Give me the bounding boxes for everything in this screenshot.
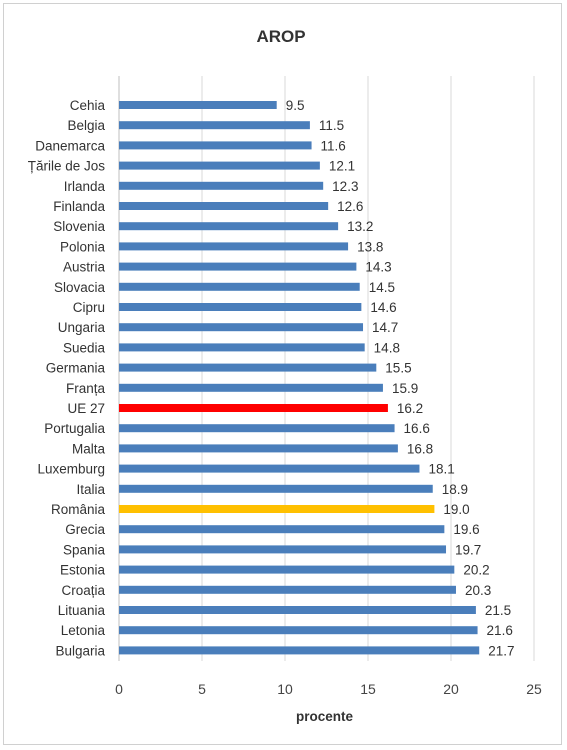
bar (119, 626, 478, 635)
value-label: 20.3 (465, 583, 491, 598)
value-label: 13.2 (347, 219, 373, 234)
category-label: România (51, 502, 106, 517)
bar (119, 404, 388, 412)
value-label: 14.3 (365, 260, 391, 275)
value-label: 14.7 (372, 320, 398, 335)
value-label: 21.7 (488, 643, 514, 658)
value-label: 11.5 (319, 118, 344, 133)
category-label: Franța (66, 381, 106, 396)
value-label: 13.8 (357, 239, 383, 254)
category-label: Estonia (60, 563, 106, 578)
x-tick-label: 25 (526, 681, 542, 697)
value-labels: 9.5 11.5 11.6 12.1 12.3 12.6 13.2 13.8 14.3 14.5 1… (286, 98, 515, 658)
category-label: Austria (63, 260, 106, 275)
bar (119, 444, 398, 453)
bar-chart: AROP Cehia Belgia Danemarca Țările de Jos Ir… (28, 27, 542, 724)
x-tick-label: 0 (115, 681, 123, 697)
category-label: Irlanda (64, 179, 106, 194)
x-tick-label: 15 (360, 681, 376, 697)
category-label: Grecia (65, 522, 105, 537)
bar (119, 424, 395, 433)
x-axis-ticks: 0 5 10 15 20 25 (115, 681, 542, 697)
value-label: 19.6 (453, 522, 479, 537)
bar (119, 303, 362, 311)
value-label: 15.9 (392, 381, 418, 396)
value-label: 12.3 (332, 179, 358, 194)
category-label: Slovacia (54, 280, 106, 295)
x-axis-label: procente (296, 709, 354, 724)
bar (119, 363, 377, 372)
value-label: 18.1 (428, 462, 454, 477)
bar (119, 606, 476, 614)
value-label: 12.1 (329, 159, 355, 174)
bar (119, 323, 364, 332)
category-label: Cipru (73, 300, 105, 315)
value-label: 20.2 (463, 563, 489, 578)
value-label: 16.2 (397, 401, 423, 416)
category-label: Ungaria (58, 320, 106, 335)
value-label: 21.5 (485, 603, 511, 618)
category-label: Italia (76, 482, 105, 497)
category-label: Malta (72, 441, 106, 456)
value-label: 12.6 (337, 199, 363, 214)
x-tick-label: 5 (198, 681, 206, 697)
category-label: UE 27 (67, 401, 105, 416)
value-label: 14.6 (370, 300, 396, 315)
value-label: 14.5 (369, 280, 395, 295)
category-label: Slovenia (53, 219, 105, 234)
bar (119, 545, 447, 554)
bar (119, 141, 312, 150)
value-label: 19.7 (455, 542, 481, 557)
category-label: Letonia (61, 623, 106, 638)
value-label: 15.5 (385, 361, 411, 376)
bar (119, 464, 420, 473)
category-label: Cehia (70, 98, 106, 113)
bar (119, 646, 480, 655)
x-tick-label: 20 (443, 681, 459, 697)
value-label: 9.5 (286, 98, 305, 113)
bar (119, 343, 365, 352)
category-label: Lituania (58, 603, 106, 618)
bar (119, 101, 277, 109)
value-label: 11.6 (321, 138, 346, 153)
category-label: Bulgaria (55, 643, 105, 658)
value-label: 21.6 (487, 623, 513, 638)
category-label: Danemarca (35, 138, 105, 153)
chart-frame: AROP Cehia Belgia Danemarca Țările de Jos Ir… (3, 3, 562, 745)
bar (119, 525, 445, 534)
value-label: 16.6 (404, 421, 430, 436)
value-label: 16.8 (407, 441, 433, 456)
value-label: 14.8 (374, 340, 400, 355)
value-label: 19.0 (443, 502, 469, 517)
category-label: Croația (61, 583, 105, 598)
category-label: Suedia (63, 340, 106, 355)
category-label: Spania (63, 542, 106, 557)
bar (119, 161, 320, 170)
bar (119, 282, 360, 291)
x-tick-label: 10 (277, 681, 293, 697)
category-label: Germania (46, 361, 106, 376)
category-label: Polonia (60, 239, 106, 254)
bar (119, 565, 455, 574)
bar (119, 121, 310, 130)
category-label: Luxemburg (37, 462, 105, 477)
category-label: Portugalia (44, 421, 105, 436)
bar (119, 181, 324, 190)
bar (119, 262, 357, 271)
category-label: Belgia (67, 118, 105, 133)
category-labels: Cehia Belgia Danemarca Țările de Jos Irlanda… (28, 98, 106, 658)
bar (119, 202, 329, 210)
value-label: 18.9 (442, 482, 468, 497)
chart-title: AROP (256, 27, 305, 46)
bar (119, 383, 383, 392)
category-label: Finlanda (53, 199, 105, 214)
category-label: Țările de Jos (28, 159, 106, 174)
bar (119, 484, 433, 493)
bar (119, 222, 339, 231)
bars (119, 101, 480, 655)
bar (119, 242, 349, 251)
bar (119, 505, 435, 513)
bar (119, 585, 456, 594)
